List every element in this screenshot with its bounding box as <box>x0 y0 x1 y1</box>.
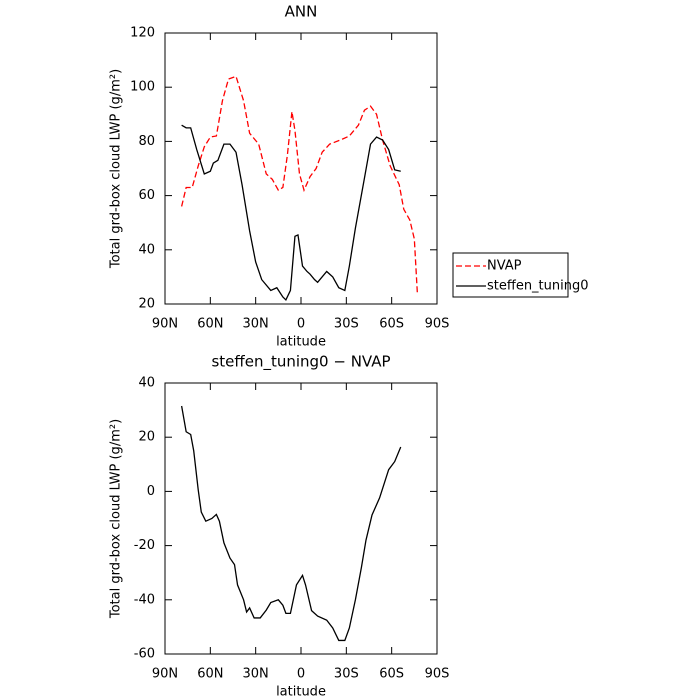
x-tick-label: 0 <box>297 317 305 332</box>
x-tick-label: 30S <box>334 667 359 682</box>
y-tick-label: 0 <box>147 484 155 499</box>
x-tick-label: 60S <box>379 667 404 682</box>
y-tick-label: 100 <box>130 80 155 95</box>
x-tick-label: 90N <box>152 667 178 682</box>
x-tick-label: 30N <box>243 317 269 332</box>
y-tick-label: 40 <box>138 376 155 391</box>
y-tick-label: -20 <box>134 538 155 553</box>
y-tick-label: -40 <box>134 592 155 607</box>
x-tick-label: 90S <box>425 667 450 682</box>
y-tick-label: 40 <box>138 242 155 257</box>
chart-title: ANN <box>285 3 318 21</box>
x-tick-label: 90N <box>152 317 178 332</box>
x-tick-label: 30S <box>334 317 359 332</box>
x-tick-label: 60N <box>197 317 223 332</box>
x-tick-label: 60S <box>379 317 404 332</box>
chart-title: steffen_tuning0 − NVAP <box>211 353 390 372</box>
plot-frame <box>164 32 438 305</box>
data-line <box>180 405 402 642</box>
y-axis-label: Total grd-box cloud LWP (g/m²) <box>109 419 124 619</box>
x-tick-label: 60N <box>197 667 223 682</box>
y-axis-label: Total grd-box cloud LWP (g/m²) <box>109 69 124 269</box>
legend-label: steffen_tuning0 <box>487 279 589 294</box>
x-tick-label: 0 <box>297 667 305 682</box>
data-line <box>181 124 401 302</box>
x-axis-label: latitude <box>276 335 326 350</box>
y-tick-label: 60 <box>138 188 155 203</box>
y-tick-label: 20 <box>138 430 155 445</box>
data-line <box>180 75 419 294</box>
x-tick-label: 90S <box>425 317 450 332</box>
x-tick-label: 30N <box>243 667 269 682</box>
legend-box <box>452 252 569 298</box>
x-axis-label: latitude <box>276 685 326 700</box>
plot-frame <box>164 382 438 655</box>
legend-label: NVAP <box>487 259 522 274</box>
y-tick-label: 80 <box>138 134 155 149</box>
y-tick-label: -60 <box>134 647 155 662</box>
y-tick-label: 20 <box>138 297 155 312</box>
y-tick-label: 120 <box>130 26 155 41</box>
